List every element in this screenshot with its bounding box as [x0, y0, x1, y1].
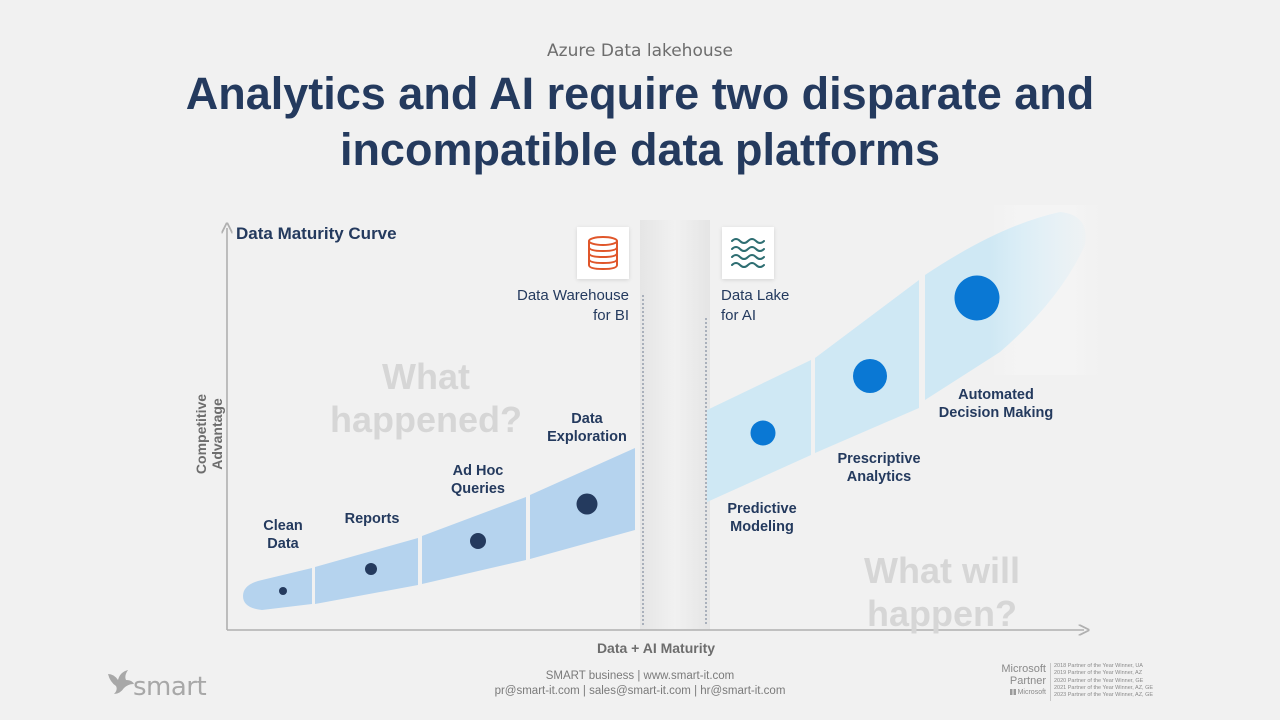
- stage-label-line-1: Predictive: [727, 501, 797, 517]
- stage-label-clean-data: Clean Data: [243, 517, 323, 553]
- page-title: Analytics and AI require two disparate a…: [100, 66, 1180, 178]
- stage-label-ad-hoc: Ad Hoc Queries: [428, 462, 528, 498]
- dot-prescriptive: [853, 359, 887, 393]
- brand-logo-text: smart: [133, 672, 207, 702]
- warehouse-label: Data Warehouse for BI: [479, 286, 629, 326]
- band-segment-clean-data: [243, 568, 312, 610]
- question-future-line-1: What will: [864, 550, 1020, 591]
- band-fade: [990, 205, 1100, 375]
- stage-label-line-1: Automated: [958, 387, 1034, 403]
- awards-list: 2018 Partner of the Year Winner, UA 2019…: [1054, 663, 1184, 699]
- footer-line-1: SMART business | www.smart-it.com: [545, 670, 735, 682]
- footer-contacts: SMART business | www.smart-it.com pr@sma…: [0, 669, 1280, 699]
- lake-label-line-1: Data Lake: [721, 287, 790, 304]
- award-item: 2023 Partner of the Year Winner, AZ, GE: [1054, 692, 1154, 699]
- title-line-1: Analytics and AI require two disparate a…: [185, 68, 1095, 119]
- stage-label-line-1: Clean: [263, 518, 303, 534]
- question-past: What happened?: [316, 355, 536, 441]
- title-line-2: incompatible data platforms: [339, 124, 941, 175]
- award-item: 2021 Partner of the Year Winner, AZ, GE: [1054, 684, 1154, 691]
- stage-label-predictive: Predictive Modeling: [707, 500, 817, 536]
- stage-label-line-2: Modeling: [730, 519, 794, 535]
- stage-label-line-2: Decision Making: [938, 405, 1054, 421]
- stage-label-line-1: Reports: [344, 511, 400, 527]
- lake-label-line-2: for AI: [721, 307, 757, 324]
- question-future-line-2: happen?: [867, 593, 1017, 634]
- dot-exploration: [576, 493, 598, 515]
- curve-title: Data Maturity Curve: [236, 224, 397, 243]
- platform-divider: [640, 220, 710, 630]
- microsoft-partner-badge: Microsoft Partner Microsoft: [994, 663, 1046, 699]
- dot-reports: [365, 563, 377, 575]
- award-item: 2019 Partner of the Year Winner, AZ: [1054, 670, 1143, 677]
- stage-label-automated: Automated Decision Making: [931, 386, 1061, 422]
- stage-label-line-1: Prescriptive: [837, 451, 921, 467]
- eyebrow-text: Azure Data lakehouse: [547, 41, 733, 61]
- footer-line-2: pr@smart-it.com | sales@smart-it.com | h…: [494, 685, 786, 697]
- stage-label-line-1: Ad Hoc: [452, 463, 504, 479]
- waves-icon: [722, 227, 774, 279]
- partner-line-1: Microsoft: [1001, 663, 1046, 675]
- ai-band: [707, 205, 1100, 502]
- warehouse-label-line-2: for BI: [593, 307, 629, 324]
- stage-label-exploration: Data Exploration: [532, 410, 642, 446]
- award-divider: [1050, 663, 1051, 701]
- stage-label-reports: Reports: [322, 510, 422, 528]
- dot-automated: [954, 275, 1000, 321]
- dot-predictive: [750, 420, 776, 446]
- question-past-line-1: What: [382, 356, 470, 397]
- database-icon: [577, 227, 629, 279]
- stage-label-line-2: Exploration: [547, 429, 627, 445]
- stage-label-line-2: Analytics: [846, 469, 912, 485]
- partner-sub: Microsoft: [994, 687, 1046, 699]
- award-item: 2020 Partner of the Year Winner, GE: [1054, 677, 1144, 684]
- question-future: What will happen?: [832, 549, 1052, 635]
- warehouse-label-line-1: Data Warehouse: [516, 287, 629, 304]
- lake-label: Data Lake for AI: [721, 286, 871, 326]
- dot-clean-data: [279, 587, 287, 595]
- bird-icon: [106, 668, 136, 701]
- microsoft-windows-icon: [1009, 689, 1016, 696]
- stage-label-line-2: Queries: [451, 481, 505, 497]
- x-axis-label: Data + AI Maturity: [596, 640, 716, 656]
- stage-label-line-1: Data: [571, 411, 603, 427]
- partner-sub-text: Microsoft: [1017, 689, 1046, 696]
- stage-label-prescriptive: Prescriptive Analytics: [819, 450, 939, 486]
- stage-label-line-2: Data: [267, 536, 299, 552]
- y-axis-label: Competitive Advantage: [193, 393, 225, 475]
- question-past-line-2: happened?: [329, 399, 522, 440]
- award-item: 2018 Partner of the Year Winner, UA: [1054, 663, 1143, 669]
- partner-line-2: Partner: [1009, 675, 1046, 687]
- dot-ad-hoc: [470, 533, 486, 549]
